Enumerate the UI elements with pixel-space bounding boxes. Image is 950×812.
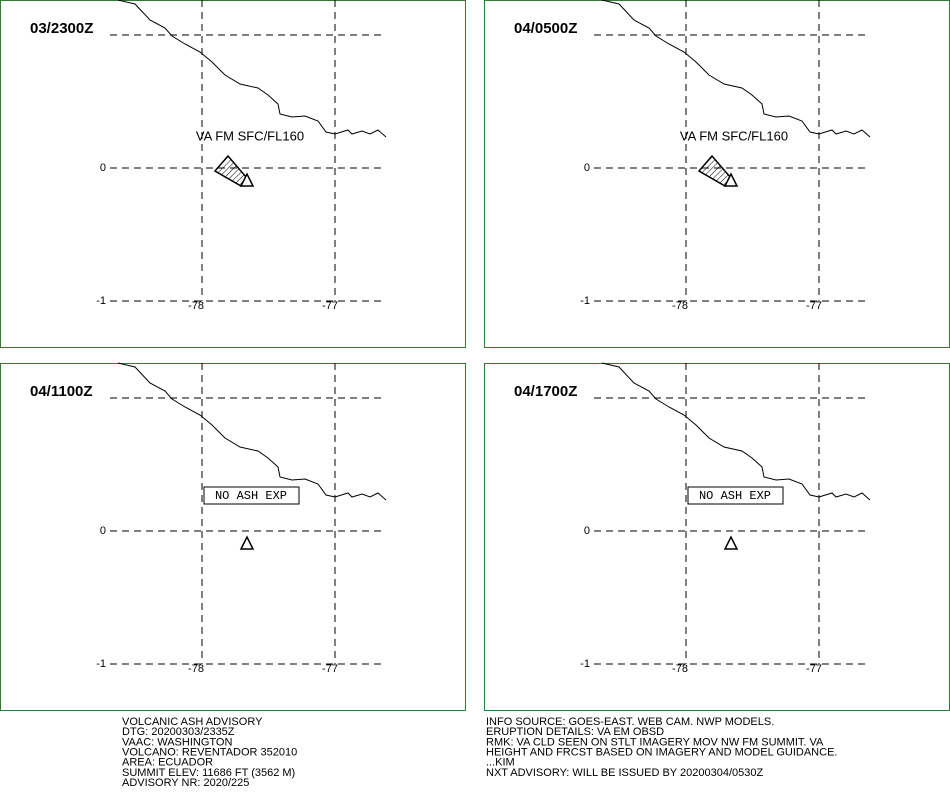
advisory-line: HEIGHT AND FRCST BASED ON IMAGERY AND MO… — [486, 747, 837, 759]
lon-label: -78 — [188, 300, 204, 312]
advisory-line: VOLCANO: REVENTADOR 352010 — [122, 747, 297, 759]
annotation: VA FM SFC/FL160 — [680, 128, 788, 143]
annotation: NO ASH EXP — [699, 489, 771, 503]
label-bg — [28, 18, 106, 38]
ash-cloud — [697, 154, 732, 187]
lat-label: 0 — [100, 525, 106, 537]
lat-label: 0 — [584, 162, 590, 174]
label-bg — [512, 18, 590, 38]
lon-label: -77 — [322, 663, 338, 675]
label-bg — [28, 381, 106, 401]
coastline — [117, 362, 387, 501]
advisory-line: VOLCANIC ASH ADVISORY — [122, 716, 263, 728]
annotation: NO ASH EXP — [215, 489, 287, 503]
valid-time: 03/2300Z — [30, 20, 93, 37]
volcano — [239, 535, 255, 550]
coastline — [601, 362, 871, 501]
lat-label: -1 — [96, 295, 106, 307]
lat-label: 0 — [584, 525, 590, 537]
lat-label: -1 — [96, 658, 106, 670]
coastline — [117, 0, 387, 138]
valid-time: 04/1100Z — [30, 383, 93, 400]
advisory-line: VAAC: WASHINGTON — [122, 736, 232, 748]
lat-label: -1 — [580, 295, 590, 307]
advisory-line: INFO SOURCE: GOES-EAST. WEB CAM. NWP MOD… — [486, 716, 774, 728]
volcano — [239, 172, 255, 187]
volcano — [723, 535, 739, 550]
ash-cloud — [213, 154, 248, 187]
lon-label: -78 — [188, 663, 204, 675]
lon-label: -77 — [806, 663, 822, 675]
volcano — [723, 172, 739, 187]
lon-label: -77 — [322, 300, 338, 312]
panel-border — [0, 0, 466, 348]
advisory-line: ...KIM — [486, 757, 515, 769]
panel-border — [0, 363, 466, 711]
advisory-line: ERUPTION DETAILS: VA EM OBSD — [486, 726, 664, 738]
lat-label: 0 — [100, 162, 106, 174]
advisory-line: SUMMIT ELEV: 11686 FT (3562 M) — [122, 767, 295, 779]
annotation: VA FM SFC/FL160 — [196, 128, 304, 143]
panel-border — [484, 363, 950, 711]
lon-label: -77 — [806, 300, 822, 312]
annotation-box — [687, 486, 784, 505]
advisory-line: NXT ADVISORY: WILL BE ISSUED BY 20200304… — [486, 767, 763, 779]
label-bg — [512, 381, 590, 401]
lon-label: -78 — [672, 663, 688, 675]
lat-label: -1 — [580, 658, 590, 670]
annotation-box — [203, 486, 300, 505]
advisory-line: ADVISORY NR: 2020/225 — [122, 777, 249, 789]
coastline — [601, 0, 871, 138]
lon-label: -78 — [672, 300, 688, 312]
valid-time: 04/1700Z — [514, 383, 577, 400]
advisory-line: RMK: VA CLD SEEN ON STLT IMAGERY MOV NW … — [486, 736, 824, 748]
valid-time: 04/0500Z — [514, 20, 577, 37]
advisory-line: AREA: ECUADOR — [122, 757, 213, 769]
advisory-line: DTG: 20200303/2335Z — [122, 726, 235, 738]
